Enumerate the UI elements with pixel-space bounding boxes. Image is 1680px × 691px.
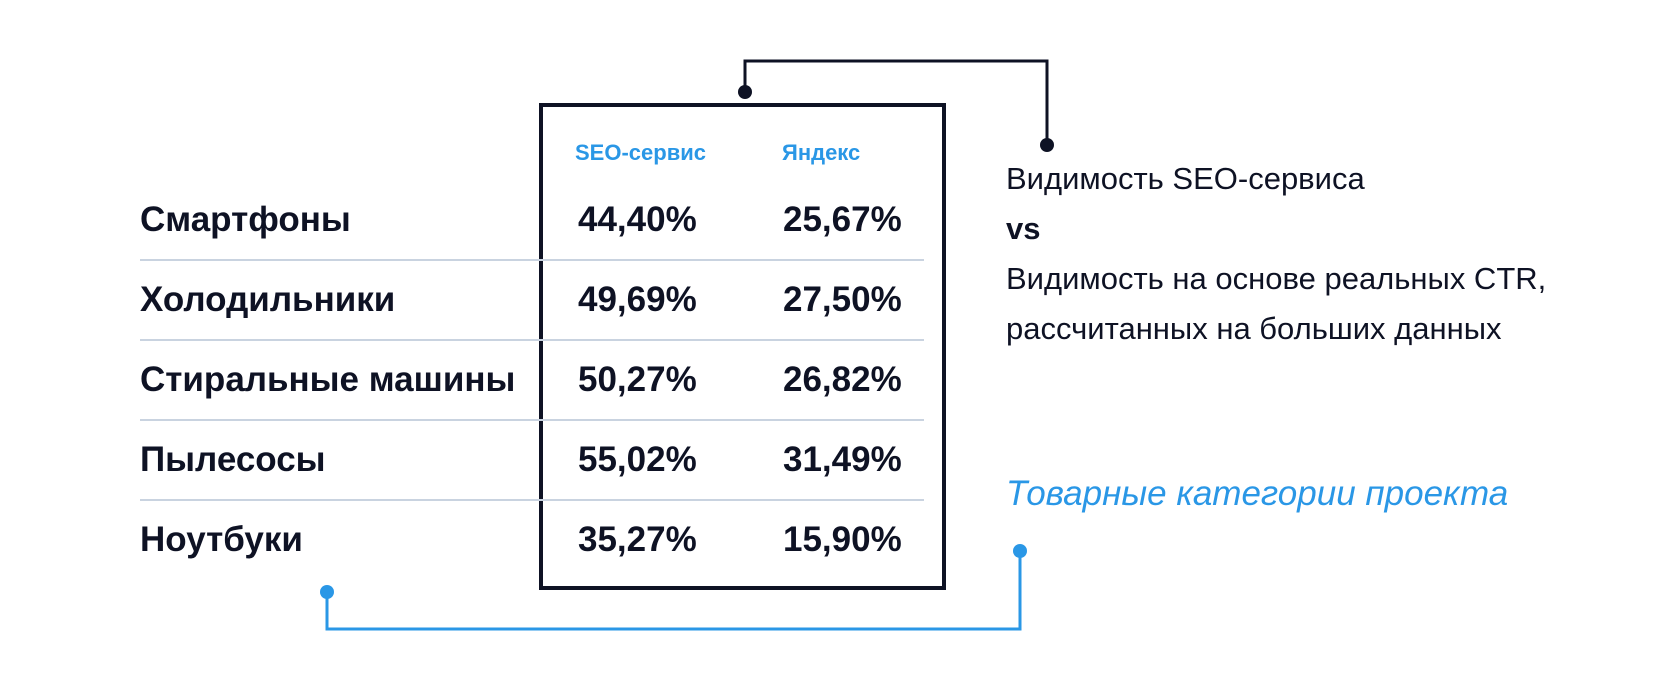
category-label: Холодильники (140, 280, 396, 319)
connector-dot-categories-list (320, 585, 334, 599)
yandex-value: 25,67% (783, 200, 902, 239)
comparison-line-big-data: рассчитанных на больших данных (1006, 311, 1502, 346)
comparison-vs: vs (1006, 211, 1041, 246)
row-divider (140, 259, 924, 261)
category-label: Ноутбуки (140, 520, 303, 559)
row-divider (140, 339, 924, 341)
seo-service-value: 35,27% (578, 520, 697, 559)
seo-service-value: 44,40% (578, 200, 697, 239)
seo-service-value: 55,02% (578, 440, 697, 479)
categories-caption: Товарные категории проекта (1006, 474, 1509, 513)
connector-dot-comparison (1040, 138, 1054, 152)
category-label: Стиральные машины (140, 360, 516, 399)
table-row: Смартфоны 44,40% 25,67% (140, 180, 924, 261)
table-row: Пылесосы 55,02% 31,49% (140, 420, 924, 501)
connector-dot-table-top (738, 85, 752, 99)
category-label: Пылесосы (140, 440, 326, 479)
table-row: Холодильники 49,69% 27,50% (140, 260, 924, 341)
yandex-value: 15,90% (783, 520, 902, 559)
column-header-seo-service: SEO-сервис (575, 140, 706, 165)
values-table-frame (539, 103, 946, 590)
connector-dot-categories-caption (1013, 544, 1027, 558)
yandex-value: 31,49% (783, 440, 902, 479)
comparison-note: Видимость SEO-сервиса vs Видимость на ос… (1006, 154, 1646, 354)
seo-service-value: 49,69% (578, 280, 697, 319)
yandex-value: 26,82% (783, 360, 902, 399)
column-header-yandex: Яндекс (782, 140, 861, 165)
table-row: Стиральные машины 50,27% 26,82% (140, 340, 924, 421)
row-divider (140, 499, 924, 501)
comparison-line-ctr: Видимость на основе реальных CTR, (1006, 261, 1547, 296)
seo-service-value: 50,27% (578, 360, 697, 399)
yandex-value: 27,50% (783, 280, 902, 319)
comparison-line-seo: Видимость SEO-сервиса (1006, 161, 1365, 196)
row-divider (140, 419, 924, 421)
table-row: Ноутбуки 35,27% 15,90% (140, 500, 924, 580)
category-label: Смартфоны (140, 200, 351, 239)
